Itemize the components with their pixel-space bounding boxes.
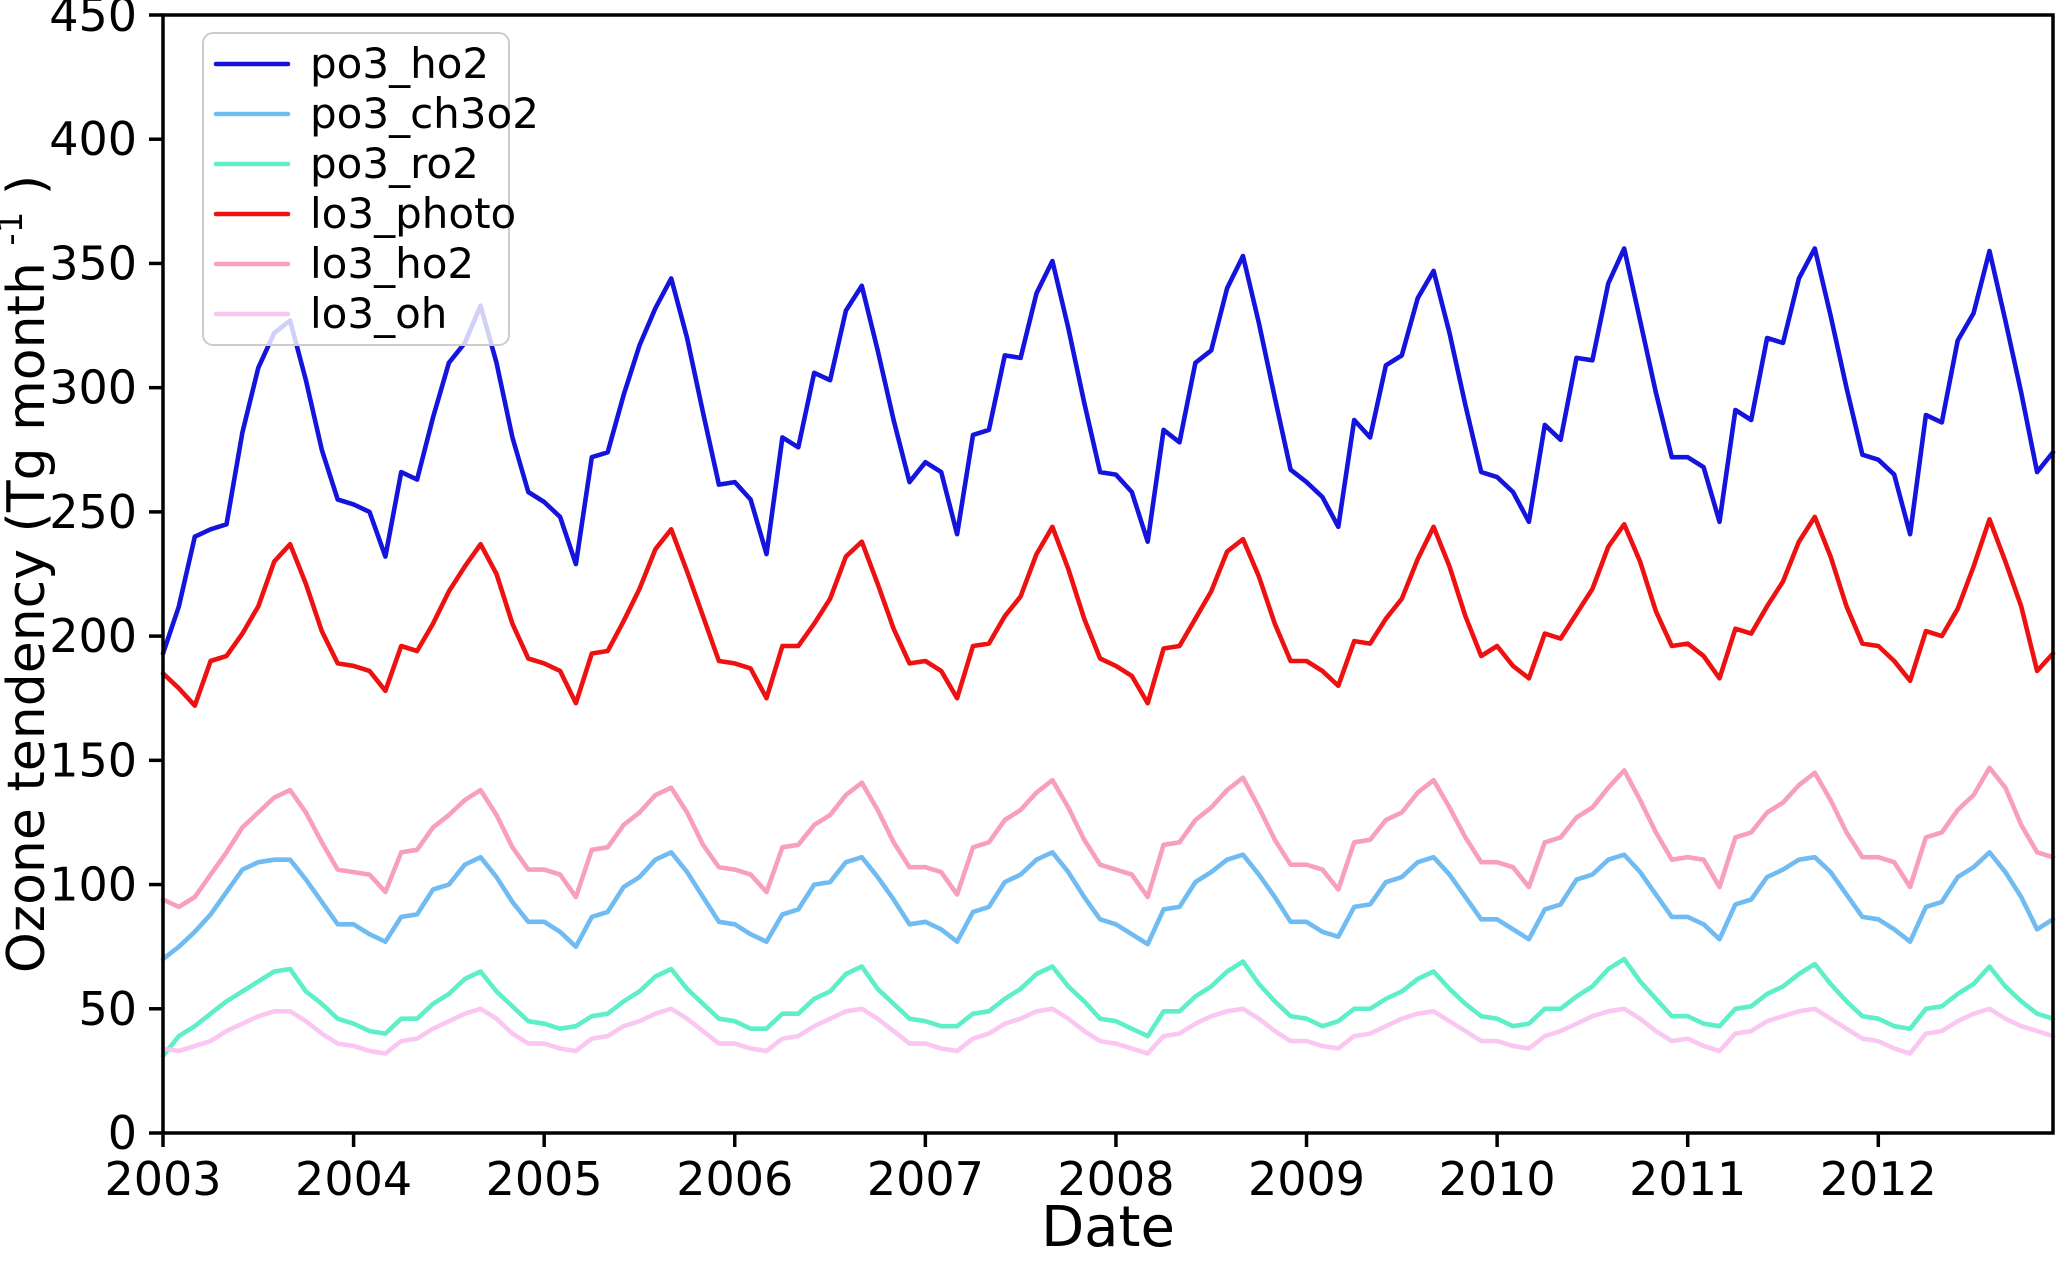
series-line-lo3_oh bbox=[160, 1006, 2056, 1056]
x-tick-label: 2006 bbox=[676, 1152, 793, 1206]
y-tick-label: 0 bbox=[108, 1106, 137, 1160]
y-axis-label: Ozone tendency (Tg month -1 ) bbox=[0, 175, 57, 973]
y-tick-label: 250 bbox=[49, 485, 137, 539]
x-tick-label: 2003 bbox=[104, 1152, 221, 1206]
x-tick-label: 2009 bbox=[1248, 1152, 1365, 1206]
y-tick-label: 200 bbox=[49, 609, 137, 663]
x-tick-label: 2008 bbox=[1057, 1152, 1174, 1206]
legend-label-lo3_photo: lo3_photo bbox=[310, 189, 516, 238]
legend-label-po3_ro2: po3_ro2 bbox=[310, 139, 479, 188]
x-tick-label: 2007 bbox=[867, 1152, 984, 1206]
y-tick-label: 50 bbox=[78, 982, 137, 1036]
legend-label-po3_ch3o2: po3_ch3o2 bbox=[310, 89, 539, 138]
axes-spines bbox=[161, 13, 2055, 1135]
y-tick-label: 350 bbox=[49, 236, 137, 290]
legend-label-po3_ho2: po3_ho2 bbox=[310, 39, 489, 88]
y-tick-label: 400 bbox=[49, 112, 137, 166]
x-tick-label: 2011 bbox=[1629, 1152, 1746, 1206]
y-tick-label: 450 bbox=[49, 0, 137, 42]
y-tick-label: 150 bbox=[49, 733, 137, 787]
series-line-lo3_ho2 bbox=[160, 765, 2056, 910]
x-axis-label: Date bbox=[1041, 1195, 1175, 1260]
legend-box bbox=[202, 32, 510, 346]
x-tick-label: 2010 bbox=[1439, 1152, 1556, 1206]
legend-label-lo3_oh: lo3_oh bbox=[310, 289, 447, 338]
x-tick-label: 2012 bbox=[1820, 1152, 1937, 1206]
x-tick-label: 2004 bbox=[295, 1152, 412, 1206]
x-tick-label: 2005 bbox=[486, 1152, 603, 1206]
y-tick-label: 300 bbox=[49, 361, 137, 415]
series-line-lo3_photo bbox=[160, 514, 2056, 709]
legend-label-lo3_ho2: lo3_ho2 bbox=[310, 239, 474, 288]
series-line-po3_ro2 bbox=[160, 956, 2056, 1059]
series-line-po3_ch3o2 bbox=[160, 849, 2056, 962]
y-tick-label: 100 bbox=[49, 858, 137, 912]
